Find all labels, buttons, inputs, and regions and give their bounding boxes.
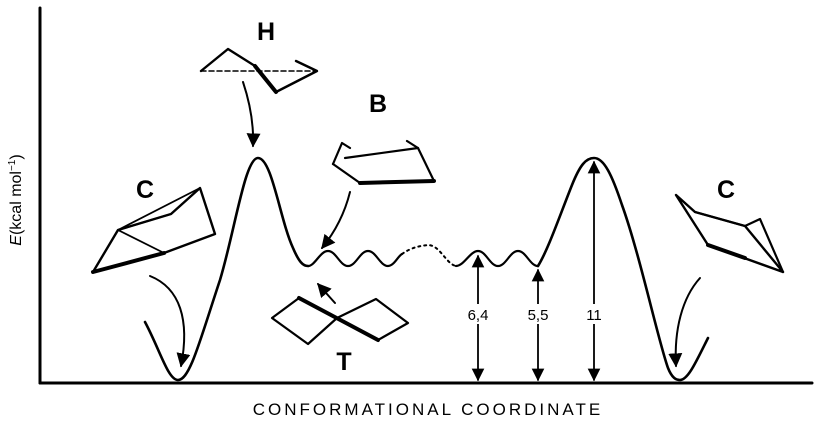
- arrow-half-chair: [242, 81, 261, 148]
- x-axis-title: CONFORMATIONAL COORDINATE: [253, 400, 603, 419]
- label-twist-level: 5,5: [528, 307, 549, 324]
- energy-curve-right: [536, 156, 710, 382]
- arrow-chair-right: [668, 277, 701, 368]
- label-boat: B: [369, 90, 387, 118]
- energy-curve-left: [143, 156, 310, 382]
- chair-right-molecule: [674, 193, 785, 274]
- label-half-chair: H: [257, 18, 275, 46]
- label-half-chair-barrier: 11: [586, 307, 602, 324]
- y-axis-title: E(kcal mol−1): [7, 154, 25, 245]
- label-chair-right: C: [717, 176, 735, 204]
- arrow-chair-left: [149, 275, 191, 368]
- arrow-twist-boat: [317, 282, 336, 304]
- label-chair-left: C: [136, 176, 154, 204]
- chair-left-molecule: [91, 186, 217, 274]
- label-boat-barrier: 6,4: [468, 307, 489, 324]
- label-twist-boat: T: [336, 348, 351, 376]
- energy-curve-wavy-right: [454, 249, 540, 268]
- energy-curve-wavy-left: [306, 249, 404, 268]
- twist-boat-molecule: [270, 296, 410, 346]
- boat-molecule: [331, 139, 436, 185]
- arrow-boat: [321, 191, 351, 250]
- energy-curve-dotted: [401, 244, 457, 267]
- half-chair-molecule: [199, 47, 319, 94]
